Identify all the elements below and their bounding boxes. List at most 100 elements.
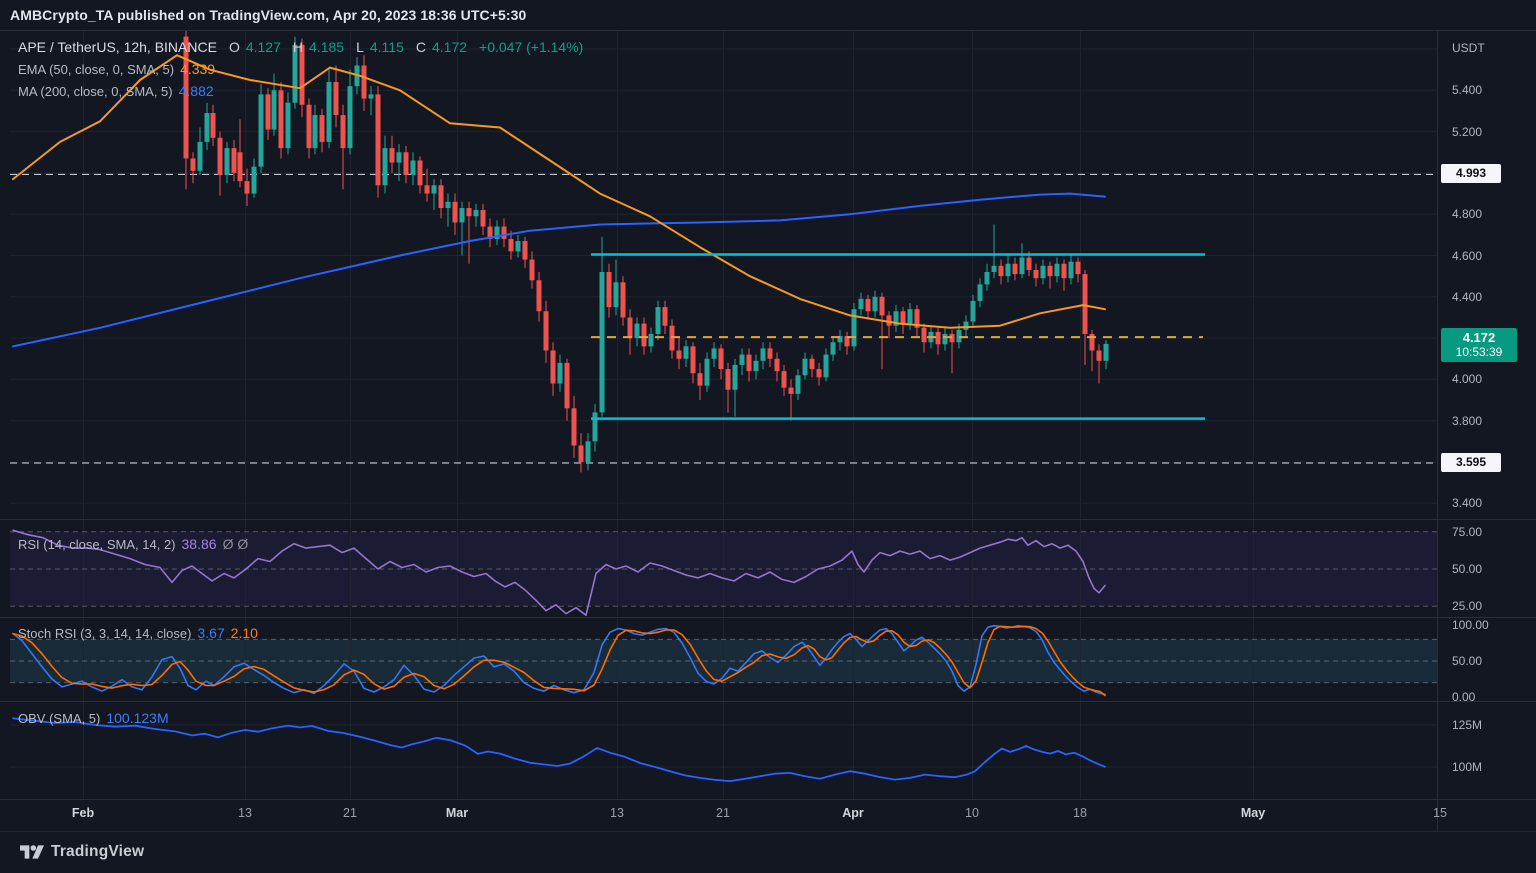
candle-body xyxy=(375,94,381,186)
candle-body xyxy=(963,321,969,330)
candle-body xyxy=(837,336,843,343)
candle-body xyxy=(585,441,591,462)
candle-body xyxy=(725,369,731,390)
candle-body xyxy=(893,311,899,326)
price-tick-label: 4.600 xyxy=(1452,248,1483,263)
candle-body xyxy=(1054,263,1060,277)
obv-line xyxy=(12,717,1106,782)
candle-body xyxy=(445,201,451,209)
candle-body xyxy=(522,241,528,260)
candle-body xyxy=(312,115,318,149)
price-tick-label: 4.800 xyxy=(1452,207,1483,222)
candle-body xyxy=(285,102,291,149)
candle-body xyxy=(774,358,780,372)
indicator-levels-layer xyxy=(10,531,1437,684)
candle-body xyxy=(711,348,717,359)
price-axis-currency: USDT xyxy=(1452,41,1485,55)
candle-body xyxy=(690,346,696,374)
candle-body xyxy=(830,342,836,355)
candle-body xyxy=(655,307,661,334)
candle-body xyxy=(190,158,196,171)
candle-body xyxy=(1061,263,1067,279)
candle-body xyxy=(494,226,500,239)
candle-body xyxy=(210,113,216,138)
candle-body xyxy=(578,445,584,462)
candle-body xyxy=(183,36,189,159)
footer-bar: TradingView xyxy=(0,831,1536,873)
candle-body xyxy=(1040,265,1046,279)
candle-body xyxy=(251,166,257,194)
candle-body xyxy=(718,348,724,370)
candle-body xyxy=(921,327,927,343)
candle-body xyxy=(1089,333,1095,351)
candle-body xyxy=(767,348,773,359)
time-tick-day: 18 xyxy=(1073,806,1087,820)
drawings-layer xyxy=(591,253,1205,420)
tradingview-logo-icon xyxy=(20,845,44,859)
candle-body xyxy=(1005,263,1011,277)
candle-body xyxy=(634,323,640,339)
time-tick-day: 21 xyxy=(343,806,357,820)
candle-body xyxy=(795,375,801,394)
candle-body xyxy=(697,373,703,386)
candle-body xyxy=(662,307,668,326)
candle-body xyxy=(244,181,250,194)
candle-body xyxy=(620,282,626,318)
candle-body xyxy=(550,350,556,384)
stoch-k-line xyxy=(12,624,1106,696)
candles-layer xyxy=(183,30,1109,473)
candle-body xyxy=(1075,261,1081,275)
candle-body xyxy=(452,201,458,223)
publisher-note[interactable]: AMBCrypto_TA published on TradingView.co… xyxy=(10,7,527,23)
candle-body xyxy=(781,371,787,388)
candle-body xyxy=(410,160,416,175)
price-tick-label: 3.400 xyxy=(1452,496,1483,511)
obv-tick-label: 125M xyxy=(1452,718,1483,732)
candle-body xyxy=(914,309,920,328)
candle-body xyxy=(900,311,906,324)
price-tick-label: 5.400 xyxy=(1452,83,1483,98)
ma-layer xyxy=(12,54,1106,348)
candle-body xyxy=(1096,350,1102,361)
candle-body xyxy=(606,272,612,308)
price-tick-label: 3.800 xyxy=(1452,413,1483,428)
candle-body xyxy=(299,44,305,105)
candle-body xyxy=(1047,265,1053,277)
candle-body xyxy=(998,265,1004,277)
candle-body xyxy=(515,241,521,252)
rsi-layer xyxy=(12,529,1106,617)
candle-body xyxy=(564,362,570,409)
candle-body xyxy=(935,331,941,345)
candle-body xyxy=(1019,257,1025,275)
candle-body xyxy=(592,412,598,442)
candle-body xyxy=(823,354,829,378)
grid-layer xyxy=(10,30,1437,800)
candle-body xyxy=(991,265,997,273)
bar-countdown: 10:53:39 xyxy=(1455,344,1503,359)
candle-body xyxy=(1012,263,1018,275)
candle-body xyxy=(424,185,430,194)
candle-body xyxy=(417,160,423,186)
level-price-badge: 4.993 xyxy=(1441,164,1501,184)
rsi-line xyxy=(12,529,1106,617)
candle-body xyxy=(271,90,277,130)
time-tick-month: Feb xyxy=(71,806,95,820)
candle-body xyxy=(942,333,948,345)
candle-body xyxy=(704,358,710,386)
candle-body xyxy=(746,354,752,372)
candle-body xyxy=(204,113,210,142)
time-tick-month: May xyxy=(1240,806,1266,820)
candle-body xyxy=(858,298,864,310)
tradingview-brand-link[interactable]: TradingView xyxy=(20,842,144,862)
time-tick-day: 13 xyxy=(610,806,624,820)
candle-body xyxy=(788,387,794,394)
candle-body xyxy=(306,104,312,149)
candle-body xyxy=(382,148,388,186)
candle-body xyxy=(438,185,444,209)
stoch-tick-label: 100.00 xyxy=(1452,618,1489,632)
candle-body xyxy=(340,115,346,149)
candle-body xyxy=(231,148,237,173)
candle-body xyxy=(949,333,955,343)
